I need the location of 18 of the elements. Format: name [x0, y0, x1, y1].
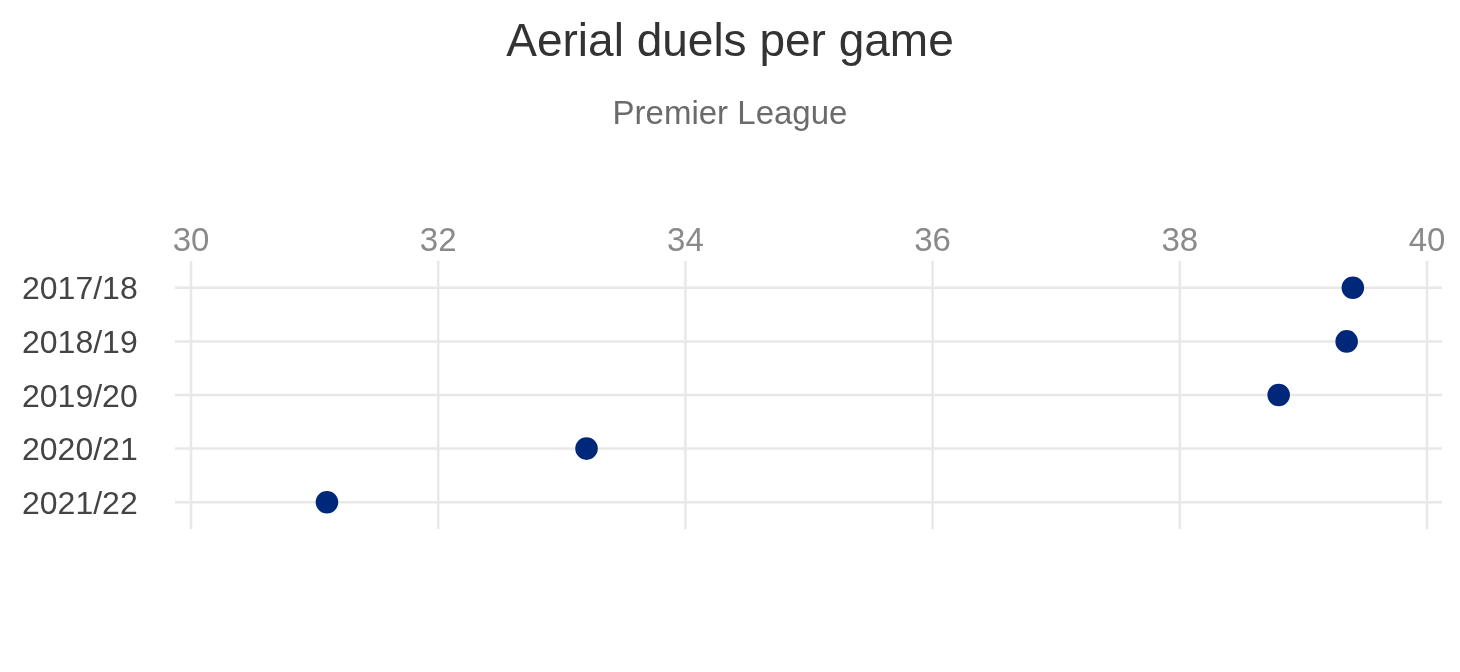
x-tick-label: 30: [172, 221, 210, 258]
chart-subtitle: Premier League: [611, 93, 849, 133]
point: [575, 437, 598, 460]
x-tick-label: 38: [1161, 221, 1199, 258]
point: [315, 490, 339, 514]
x-tick-label: 34: [667, 221, 704, 258]
point: [1335, 330, 1358, 353]
point: [1267, 383, 1290, 407]
y-tick-label: 2018/19: [22, 323, 138, 360]
y-tick-label: 2017/18: [22, 270, 138, 307]
point: [1341, 276, 1365, 300]
x-tick-label: 40: [1408, 221, 1446, 258]
x-tick-label: 36: [914, 221, 951, 258]
x-tick-label: 32: [419, 221, 457, 258]
chart-title: Aerial duels per game: [505, 13, 955, 68]
y-tick-label: 2021/22: [22, 484, 138, 521]
y-tick-label: 2020/21: [22, 431, 138, 468]
y-tick-label: 2019/20: [22, 377, 138, 414]
